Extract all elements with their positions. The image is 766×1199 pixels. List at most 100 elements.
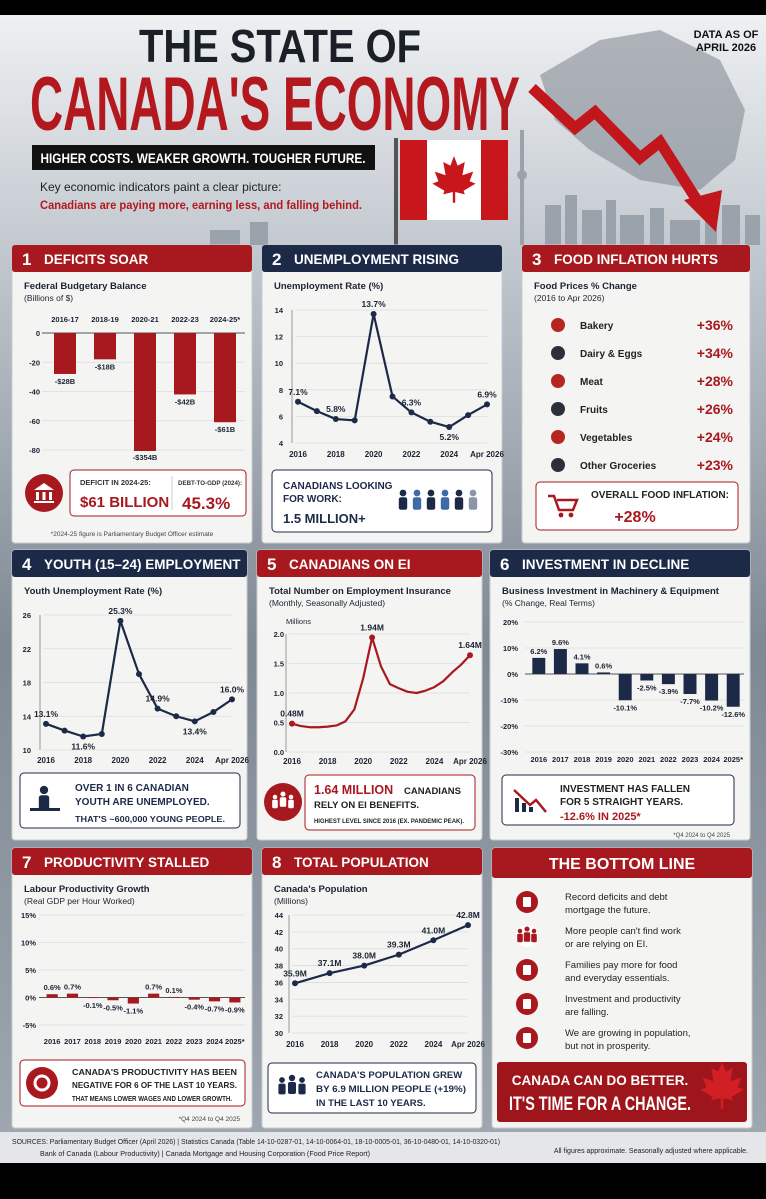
point: [210, 709, 217, 716]
label: 45.3%: [182, 494, 230, 513]
x-tick-label: 2025*: [225, 1037, 245, 1046]
point: [465, 412, 472, 419]
y-tick-label: -20: [29, 358, 40, 367]
maple-leaf: [700, 1062, 744, 1109]
axis-title: Millions: [286, 617, 311, 626]
icon: [272, 794, 278, 800]
intro: Canadians are paying more, earning less,…: [40, 198, 362, 212]
icon: [441, 489, 449, 497]
y-tick-label: 12: [275, 333, 283, 342]
date: DATA AS OF: [694, 29, 759, 41]
y-tick-label: 5%: [25, 966, 36, 975]
panel-heading: [262, 245, 502, 272]
x-tick-label: 2020: [355, 1040, 373, 1049]
x-tick-label: 2016: [530, 755, 547, 764]
chart-title: Canada's Population: [274, 884, 368, 895]
bullet-text: and everyday essentials.: [565, 973, 670, 984]
bar: [168, 996, 180, 998]
x-tick-label: 2024: [440, 450, 458, 459]
icon: [517, 933, 523, 943]
icon: [551, 374, 565, 388]
data-label: -$42B: [175, 397, 196, 406]
panel-heading-text: DEFICITS SOAR: [44, 252, 149, 267]
x-tick-label: Apr 2026: [451, 1040, 485, 1049]
panel-heading-text: FOOD INFLATION HURTS: [554, 252, 718, 267]
panel-number: 6: [500, 555, 509, 574]
tagline: HIGHER COSTS. WEAKER GROWTH. TOUGHER FUT…: [41, 150, 366, 166]
icon: [548, 494, 579, 512]
data-label: 0.6%: [595, 661, 612, 670]
chart-subtitle: (Real GDP per Hour Worked): [24, 896, 135, 906]
y-tick-label: 0.5: [274, 719, 284, 728]
point: [289, 720, 295, 727]
maple-leaf: [432, 156, 476, 203]
point: [80, 733, 87, 740]
icon: [272, 799, 278, 809]
data-label: -$28B: [55, 377, 76, 386]
y-tick-label: -30%: [500, 748, 518, 757]
icon: [413, 489, 421, 497]
data-label: 37.1M: [318, 958, 342, 968]
label: *2024-25 figure is Parliamentary Budget …: [51, 531, 214, 538]
bar: [661, 674, 675, 685]
intro: Key economic indicators paint a clear pi…: [40, 180, 281, 194]
data-label: -2.5%: [637, 684, 657, 693]
point: [61, 727, 68, 734]
point: [389, 393, 396, 400]
label: THAT MEANS LOWER WAGES AND LOWER GROWTH.: [72, 1096, 232, 1103]
closing: CANADA CAN DO BETTER.: [512, 1073, 689, 1088]
y-tick-label: 2.0: [274, 630, 284, 639]
panel-heading: [522, 245, 750, 272]
point: [326, 970, 333, 977]
x-tick-label: Apr 2026: [215, 756, 249, 765]
data-label: +36%: [697, 317, 734, 333]
bar: [597, 672, 611, 674]
bar: [107, 997, 119, 1001]
point: [484, 401, 490, 408]
label: DEBT-TO-GDP (2024):: [178, 480, 242, 487]
point: [395, 951, 402, 958]
point: [98, 730, 105, 737]
label: CANADIANS: [404, 786, 461, 797]
point: [136, 671, 142, 678]
category-label: Other Groceries: [580, 461, 657, 472]
bar: [87, 997, 99, 999]
data-label: 42.8M: [456, 910, 480, 920]
x-tick-label: 2016-17: [51, 315, 79, 324]
chart-subtitle: (Billions of $): [24, 293, 73, 303]
line: [294, 924, 469, 985]
icon: [278, 1083, 286, 1095]
bar: [188, 997, 200, 1000]
chart-subtitle: (Monthly, Seasonally Adjusted): [269, 598, 385, 608]
footer-text: SOURCES: Parliamentary Budget Officer (A…: [12, 1137, 500, 1146]
icon: [288, 794, 294, 800]
data-label: -10.2%: [700, 704, 724, 713]
icon: [515, 798, 533, 812]
bar: [553, 649, 567, 674]
x-tick-label: 2020-21: [131, 315, 159, 324]
panel-number: 3: [532, 250, 541, 269]
label: THAT'S ~600,000 YOUNG PEOPLE.: [75, 814, 225, 824]
x-tick-label: 2022: [166, 1037, 183, 1046]
point: [370, 310, 377, 317]
y-tick-label: 14: [275, 306, 284, 315]
icon: [412, 497, 422, 510]
icon: [551, 458, 565, 472]
label: CANADA'S POPULATION GREW: [316, 1070, 462, 1081]
data-label: 5.8%: [326, 404, 346, 414]
icon: [33, 1074, 51, 1092]
icon: [531, 933, 537, 943]
icon: [426, 497, 436, 510]
y-tick-label: 40: [275, 945, 283, 954]
icon: [299, 1077, 305, 1083]
x-tick-label: 2016: [44, 1037, 61, 1046]
point: [43, 720, 49, 727]
data-label: 0.6%: [44, 983, 61, 992]
data-label: 6.9%: [477, 389, 497, 399]
x-tick-label: Apr 2026: [470, 450, 504, 459]
y-tick-label: 1.0: [274, 689, 284, 698]
label: OVERALL FOOD INFLATION:: [591, 490, 729, 501]
callout-box: [271, 469, 493, 533]
bar: [134, 333, 156, 451]
